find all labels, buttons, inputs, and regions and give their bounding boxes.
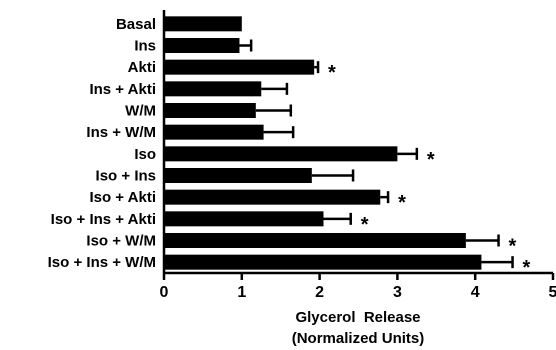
category-label: Iso + Ins + Akti	[51, 211, 156, 228]
bar	[164, 254, 482, 270]
significance-marker: *	[523, 257, 531, 279]
bars-layer: * * * * * *	[164, 16, 531, 279]
category-label: Akti	[128, 59, 156, 76]
significance-marker: *	[398, 192, 406, 214]
bar	[164, 103, 256, 118]
significance-marker: *	[427, 149, 435, 171]
category-label: Iso + Akti	[89, 189, 156, 206]
category-label: Ins + W/M	[86, 124, 156, 141]
category-label: Basal	[116, 16, 156, 33]
category-label: Iso + Ins + W/M	[48, 254, 156, 271]
x-axis-title-line-1: Glycerol Release	[295, 309, 420, 326]
category-label: Iso	[134, 146, 156, 163]
significance-marker: *	[509, 236, 517, 258]
x-axis-ticks: 0 1 2 3 4 5	[160, 273, 556, 301]
significance-marker: *	[328, 62, 336, 84]
bar	[164, 233, 466, 248]
bar	[164, 81, 262, 97]
bar	[164, 168, 312, 183]
x-tick-label: 3	[393, 284, 402, 301]
bar	[164, 124, 264, 140]
bar	[164, 146, 398, 162]
bar	[164, 211, 324, 227]
x-tick-label: 1	[237, 284, 246, 301]
x-axis-title-line-2: (Normalized Units)	[292, 330, 425, 347]
category-label: W/M	[125, 103, 156, 120]
category-label: Iso + Ins	[96, 168, 156, 185]
x-tick-label: 0	[160, 284, 169, 301]
category-label: Iso + W/M	[86, 233, 156, 250]
bar	[164, 189, 381, 205]
x-tick-label: 4	[471, 284, 480, 301]
significance-marker: *	[361, 214, 369, 236]
bar	[164, 16, 242, 32]
bar	[164, 59, 315, 75]
x-tick-label: 5	[549, 284, 556, 301]
category-labels: Basal Ins Akti Ins + Akti W/M Ins + W/M Iso Iso…	[48, 16, 156, 271]
bar	[164, 38, 240, 53]
x-tick-label: 2	[315, 284, 324, 301]
category-label: Ins + Akti	[89, 81, 156, 98]
category-label: Ins	[134, 38, 156, 55]
